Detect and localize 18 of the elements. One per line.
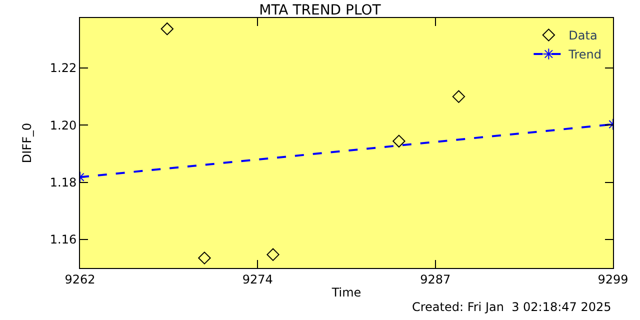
point: [160, 22, 174, 36]
x-axis-title: Time: [330, 285, 362, 300]
x-tick-label: 9262: [64, 272, 96, 286]
point: [198, 252, 211, 264]
legend-label: Trend: [568, 48, 602, 62]
text: Created: Fri Jan 3 02:18:47 2025: [412, 300, 612, 314]
point: [392, 134, 406, 148]
y-tick-label: 1.20: [50, 118, 77, 132]
y-tick-label: 1.18: [50, 175, 77, 190]
legend-label: Data: [568, 28, 598, 43]
y-tick-label: 1.16: [50, 232, 77, 247]
y-axis-title: DIFF_0: [20, 122, 34, 164]
x-tick-label: 9287: [420, 272, 451, 286]
point: [266, 248, 280, 261]
y-tick-label: 1.22: [50, 61, 77, 76]
chart-title: MTA TREND PLOT: [259, 2, 382, 19]
x-tick-label: 9299: [598, 272, 628, 286]
x-tick-label: 9274: [242, 272, 273, 286]
